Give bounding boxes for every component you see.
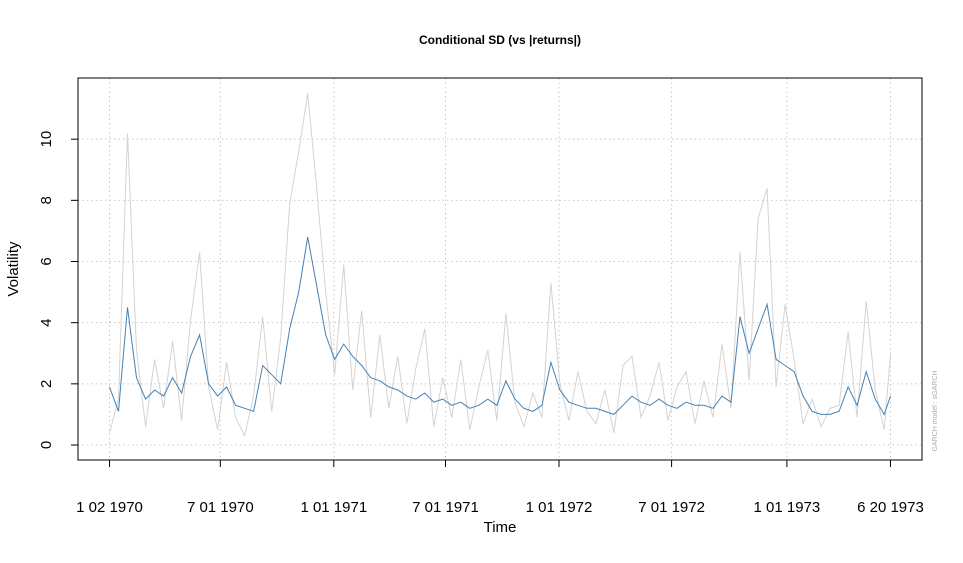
y-tick-label: 2 [38,380,55,388]
plot-frame [77,77,923,461]
x-tick-label: 7 01 1970 [187,499,254,516]
x-tick-label: 1 02 1970 [76,499,143,516]
series-line [109,93,891,438]
y-tick-label: 10 [38,131,55,148]
y-tick-label: 8 [38,196,55,204]
x-tick-label: 7 01 1972 [638,499,705,516]
y-tick-label: 0 [38,441,55,449]
chart-title: Conditional SD (vs |returns|) [419,33,581,47]
y-axis-label: Volatility [5,241,22,297]
x-tick-label: 6 20 1973 [857,499,924,516]
x-tick-label: 1 01 1973 [754,499,821,516]
x-tick-label: 1 01 1971 [300,499,367,516]
x-tick-label: 1 01 1972 [526,499,593,516]
y-tick-label: 6 [38,257,55,265]
series-line [109,236,891,416]
y-tick-label: 4 [38,319,55,327]
x-tick-label: 7 01 1971 [412,499,479,516]
x-axis-label: Time [484,519,517,536]
side-note: GARCH model : sGARCH [932,371,939,452]
